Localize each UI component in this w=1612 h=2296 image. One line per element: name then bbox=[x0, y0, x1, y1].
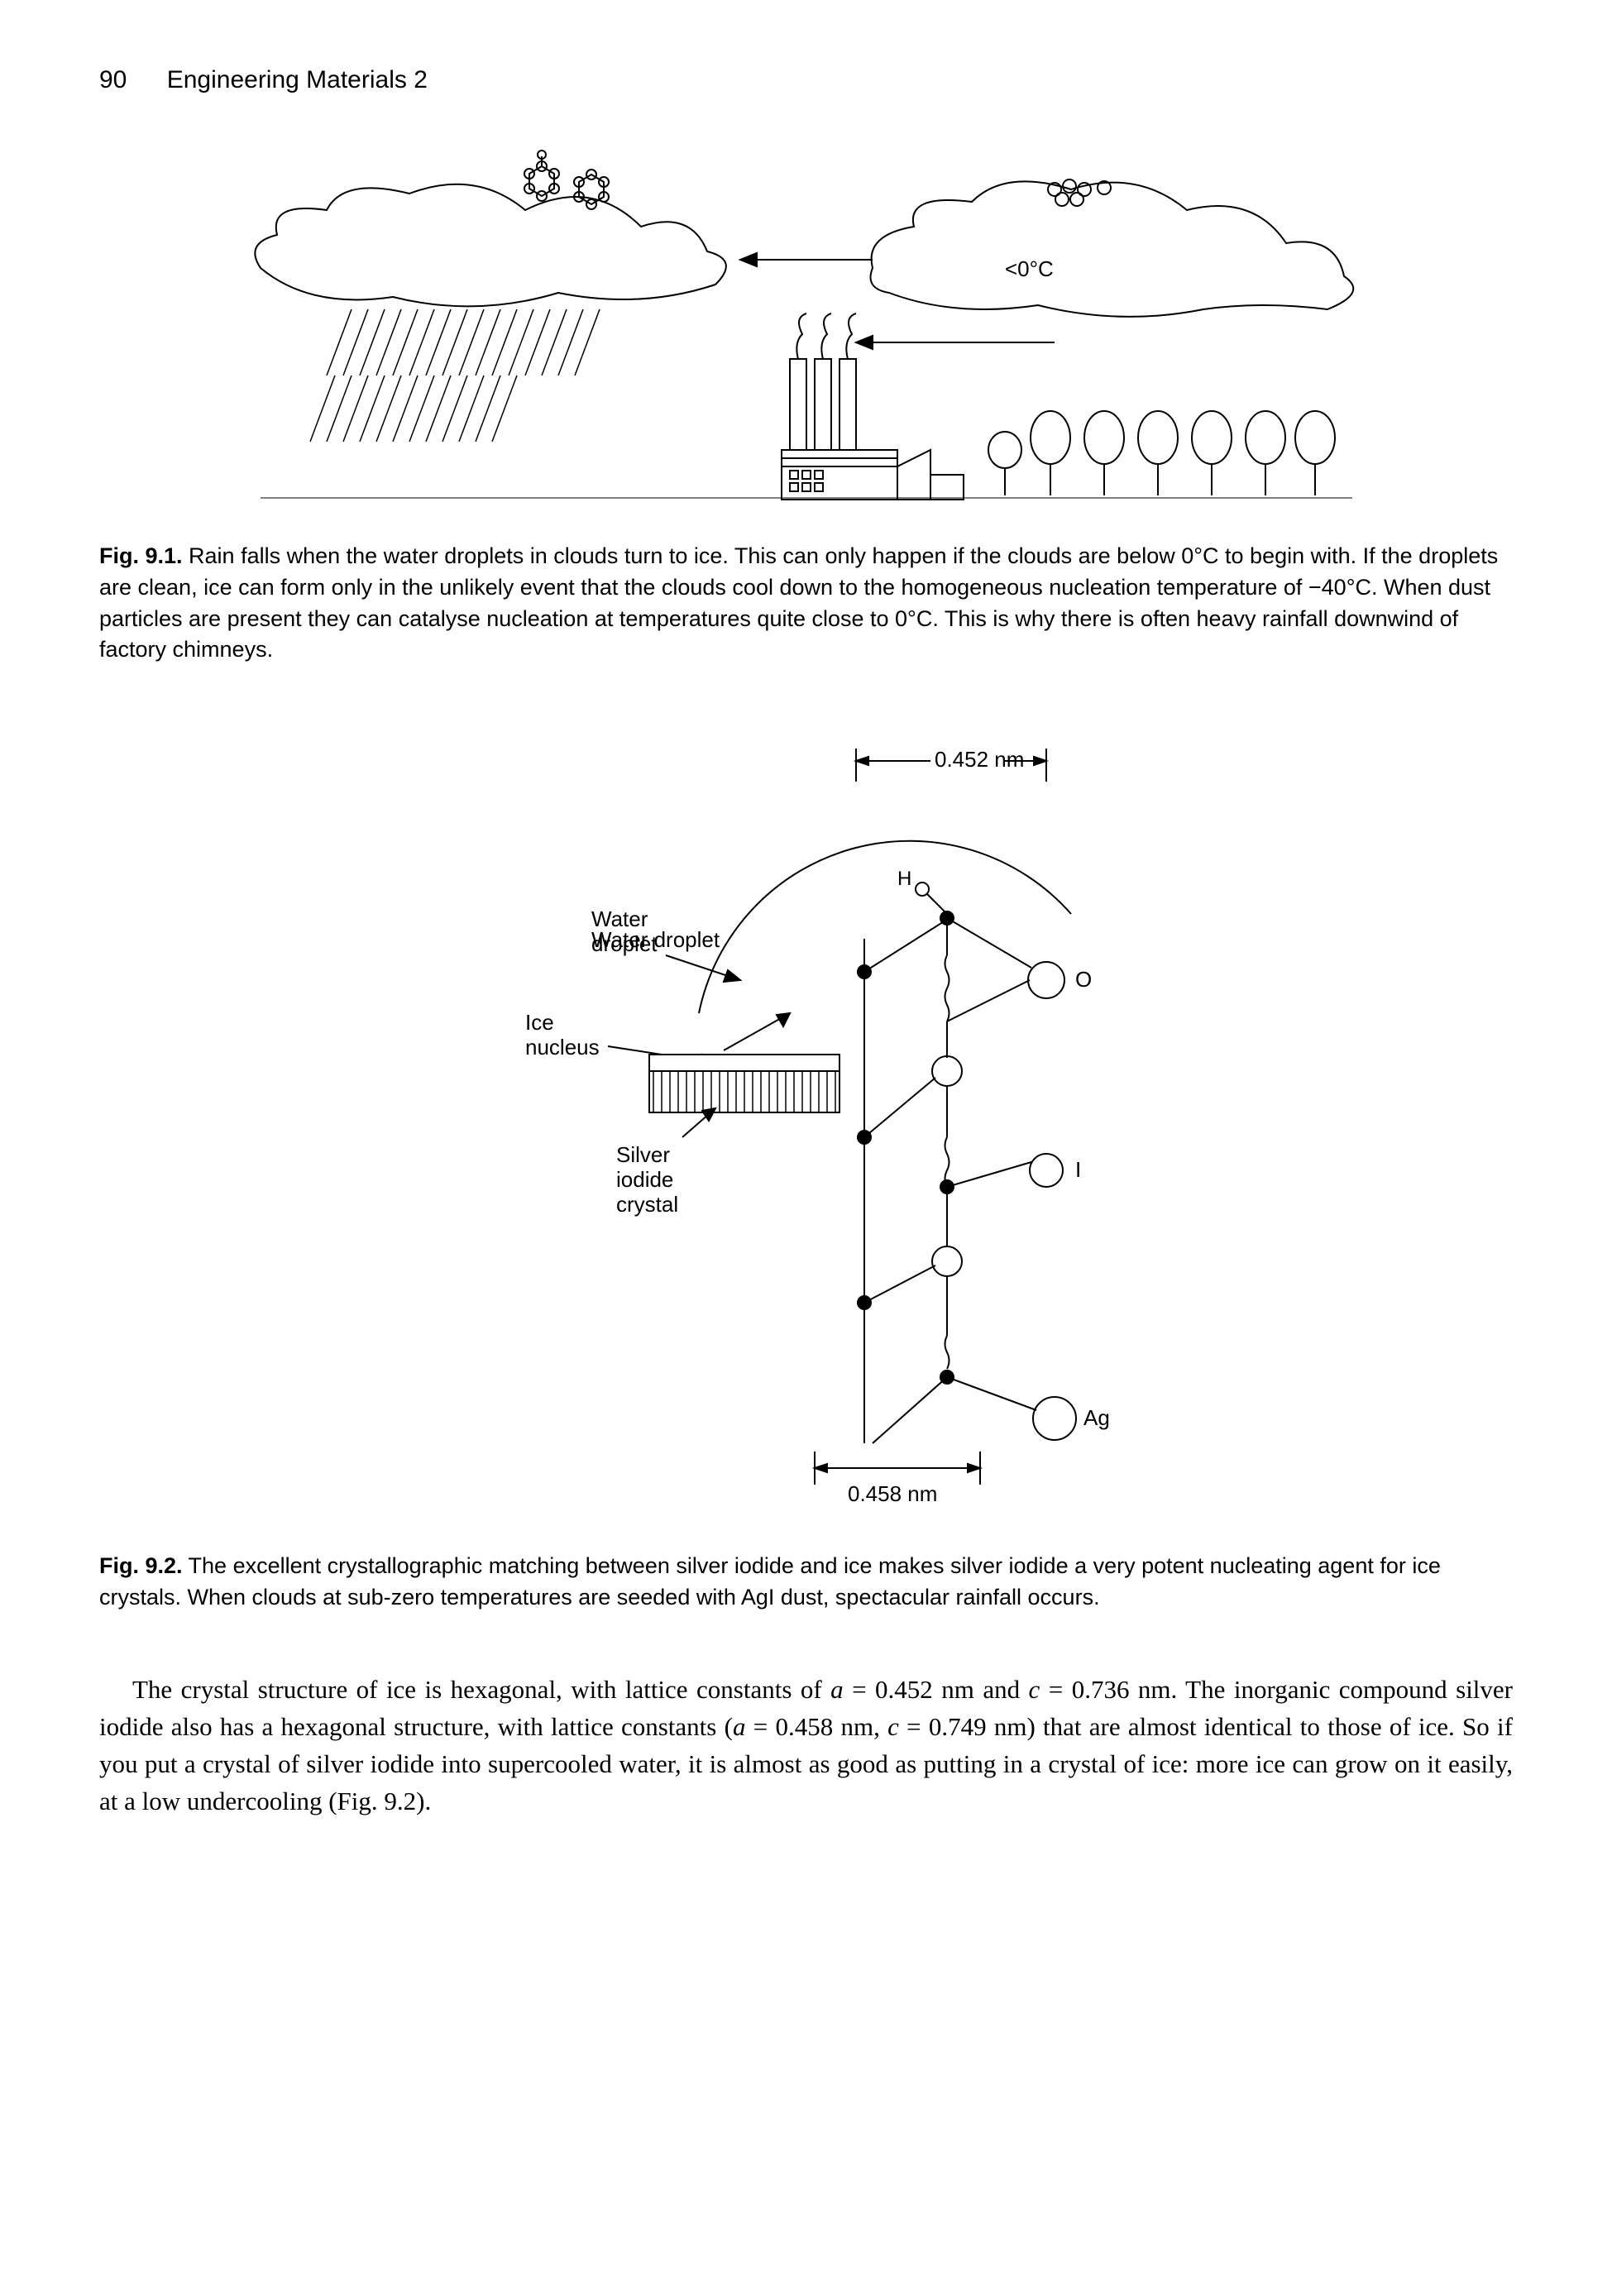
svg-text:0.458 nm: 0.458 nm bbox=[848, 1481, 937, 1506]
svg-text:Water: Water bbox=[591, 906, 648, 931]
svg-text:crystal: crystal bbox=[616, 1192, 678, 1217]
fig-9-1-text: Rain falls when the water droplets in cl… bbox=[99, 543, 1498, 662]
fig-9-2-label: Fig. 9.2. bbox=[99, 1553, 183, 1578]
figure-9-1: <0°C bbox=[99, 144, 1513, 516]
fig-9-2-svg: 0.452 nm Water droplet Water droplet Ice… bbox=[352, 724, 1261, 1526]
svg-text:H: H bbox=[897, 868, 911, 890]
svg-text:Silver: Silver bbox=[616, 1142, 670, 1167]
book-title: Engineering Materials 2 bbox=[167, 66, 428, 93]
svg-text:<0°C: <0°C bbox=[1005, 256, 1054, 281]
svg-text:droplet: droplet bbox=[591, 931, 658, 956]
figure-9-2-caption: Fig. 9.2. The excellent crystallographic… bbox=[99, 1551, 1513, 1614]
svg-text:Ice: Ice bbox=[525, 1010, 554, 1035]
page-number: 90 bbox=[99, 66, 127, 94]
svg-text:0.452 nm: 0.452 nm bbox=[935, 747, 1024, 772]
svg-text:Ag: Ag bbox=[1083, 1405, 1110, 1430]
svg-text:O: O bbox=[1075, 967, 1092, 992]
figure-9-2: 0.452 nm Water droplet Water droplet Ice… bbox=[99, 724, 1513, 1526]
page-header: 90 Engineering Materials 2 bbox=[99, 66, 1513, 94]
svg-text:nucleus: nucleus bbox=[525, 1035, 600, 1060]
figure-9-1-caption: Fig. 9.1. Rain falls when the water drop… bbox=[99, 541, 1513, 666]
fig-9-1-svg: <0°C bbox=[227, 144, 1385, 516]
fig-9-1-label: Fig. 9.1. bbox=[99, 543, 183, 568]
svg-text:I: I bbox=[1075, 1157, 1081, 1182]
body-paragraph: The crystal structure of ice is hexagona… bbox=[99, 1672, 1513, 1820]
fig-9-2-text: The excellent crystallographic matching … bbox=[99, 1553, 1441, 1610]
svg-text:iodide: iodide bbox=[616, 1167, 673, 1192]
